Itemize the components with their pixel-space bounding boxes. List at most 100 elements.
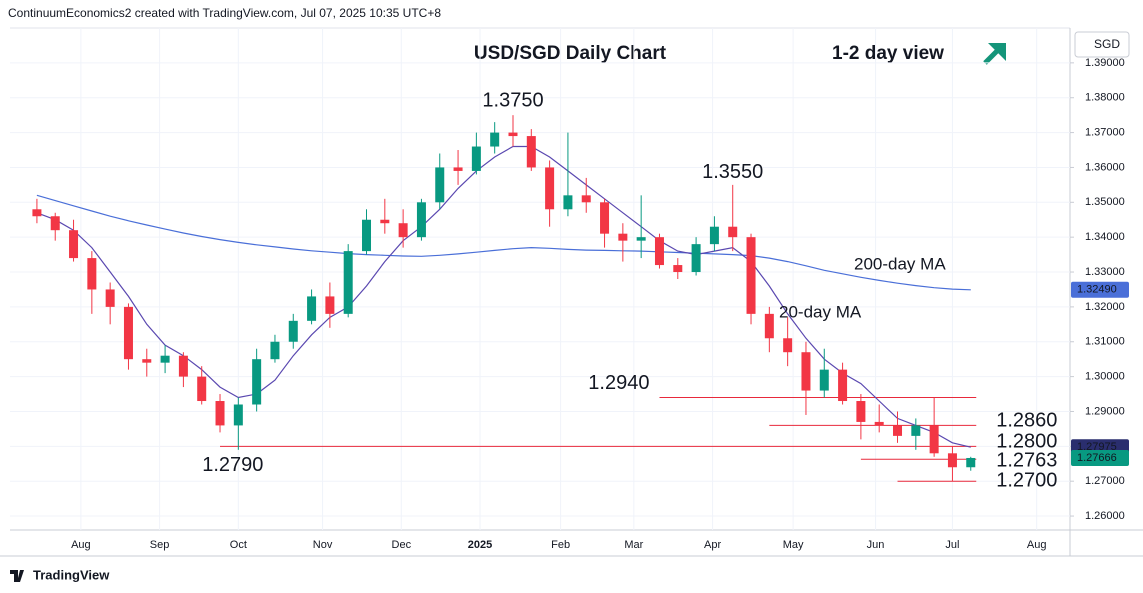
y-tick-label: 1.27000: [1085, 475, 1125, 487]
candle-body: [32, 209, 42, 217]
candle-body: [654, 237, 664, 266]
annotation: 1.3550: [702, 161, 763, 183]
y-tick-label: 1.39000: [1085, 57, 1125, 69]
price-tag-label: 1.32490: [1077, 284, 1117, 296]
candle-body: [783, 338, 793, 353]
candle-body: [435, 167, 445, 203]
annotation: 1.3750: [482, 89, 543, 111]
candle-body: [911, 425, 921, 436]
candle-body: [581, 195, 591, 203]
candle-body: [636, 237, 646, 241]
x-tick-label: Sep: [150, 539, 170, 551]
y-tick-label: 1.26000: [1085, 510, 1125, 522]
level-label: 1.2763: [996, 450, 1057, 472]
candle-body: [270, 341, 280, 360]
candle-body: [453, 167, 463, 171]
candle-body: [490, 132, 500, 147]
candle-body: [856, 401, 866, 422]
candle-body: [600, 202, 610, 234]
tv-logo: [10, 570, 24, 582]
x-tick-label: May: [783, 539, 804, 551]
y-tick-label: 1.29000: [1085, 405, 1125, 417]
candle-body: [362, 219, 372, 252]
candle-body: [709, 226, 719, 245]
x-tick-label: Dec: [392, 539, 412, 551]
candle-body: [123, 306, 133, 360]
candle-body: [801, 352, 811, 391]
candle-body: [307, 296, 317, 321]
candle-body: [69, 230, 79, 259]
candle-body: [252, 359, 262, 405]
x-tick-label: Oct: [230, 539, 247, 551]
series-label: 200-day MA: [854, 254, 946, 273]
chart-title: USD/SGD Daily Chart: [474, 43, 667, 64]
candle-body: [874, 421, 884, 426]
candle-body: [526, 136, 536, 168]
x-tick-label: Nov: [313, 539, 333, 551]
candle-body: [380, 219, 390, 224]
level-label: 1.2800: [996, 431, 1057, 453]
candle-body: [746, 237, 756, 314]
candle-body: [142, 359, 152, 363]
candle-body: [215, 401, 225, 426]
currency: SGD: [1094, 37, 1120, 51]
candle-body: [197, 376, 207, 402]
y-tick-label: 1.37000: [1085, 126, 1125, 138]
x-tick-label: Aug: [1027, 539, 1047, 551]
candle-body: [160, 355, 170, 363]
candle-body: [471, 146, 481, 171]
candle-body: [50, 216, 60, 231]
moving-average: [36, 194, 971, 291]
footer: TradingView: [33, 567, 110, 582]
candle-body: [893, 425, 903, 436]
series-label: 20-day MA: [779, 302, 862, 321]
y-tick-label: 1.33000: [1085, 266, 1125, 278]
y-tick-label: 1.31000: [1085, 336, 1125, 348]
candle-body: [233, 404, 243, 426]
candle-body: [838, 369, 848, 402]
view-arrow: [983, 43, 1006, 65]
x-tick-label: Jul: [945, 539, 959, 551]
candle-body: [563, 195, 573, 210]
candle-body: [87, 258, 97, 290]
candle-body: [288, 320, 298, 342]
price-tag: [1071, 281, 1129, 298]
x-tick-label: Mar: [624, 539, 643, 551]
x-tick-label: 2025: [468, 539, 492, 551]
subtitle: 1-2 day view: [832, 43, 944, 64]
candle-body: [966, 457, 976, 468]
candle-body: [325, 296, 335, 314]
candle-body: [764, 313, 774, 339]
level-label: 1.2700: [996, 469, 1057, 491]
candle-body: [947, 453, 957, 468]
candle-body: [929, 425, 939, 454]
annotation: 1.2790: [202, 454, 263, 476]
candle-body: [416, 202, 426, 238]
x-tick-label: Aug: [71, 539, 91, 551]
y-tick-label: 1.34000: [1085, 231, 1125, 243]
candle-body: [819, 369, 829, 391]
candle-body: [618, 233, 628, 241]
x-tick-label: Feb: [551, 539, 570, 551]
candle-body: [673, 265, 683, 273]
price-tag: [1071, 449, 1129, 466]
level-label: 1.2940: [588, 372, 649, 394]
y-tick-label: 1.36000: [1085, 161, 1125, 173]
price-tag-label: 1.27666: [1077, 452, 1117, 464]
x-tick-label: Jun: [867, 539, 885, 551]
candle-body: [545, 167, 555, 210]
y-tick-label: 1.30000: [1085, 371, 1125, 383]
y-tick-label: 1.35000: [1085, 196, 1125, 208]
candle-body: [691, 244, 701, 273]
candle-body: [508, 132, 518, 137]
header: ContinuumEconomics2 created with Trading…: [8, 6, 441, 20]
candle-body: [728, 226, 738, 238]
candle-body: [178, 355, 188, 377]
candle-body: [398, 223, 408, 238]
currency-box[interactable]: [1074, 31, 1130, 58]
y-tick-label: 1.32000: [1085, 301, 1125, 313]
candle-body: [343, 251, 353, 314]
